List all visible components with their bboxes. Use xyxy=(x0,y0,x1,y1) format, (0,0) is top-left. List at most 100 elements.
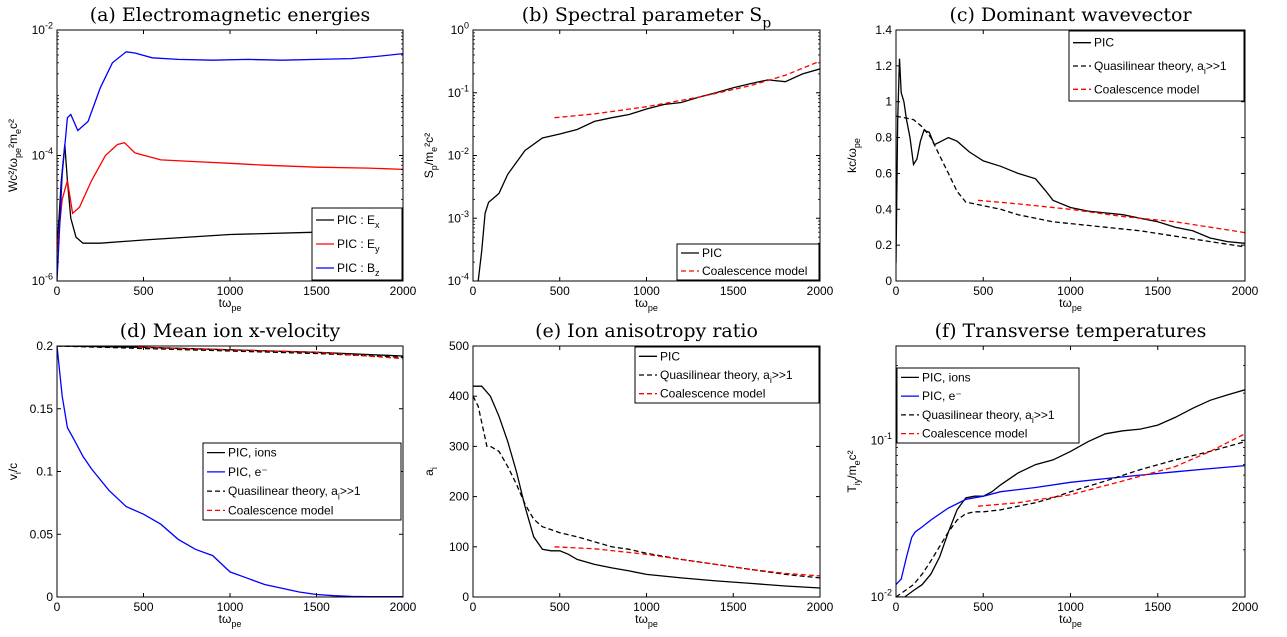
y-tick-label: 10-1 xyxy=(871,431,892,447)
y-tick-label: 10-2 xyxy=(448,146,469,162)
legend-entry: PIC xyxy=(702,246,722,260)
plot-area xyxy=(473,386,820,588)
x-tick-label: 500 xyxy=(133,284,153,298)
y-tick-label: 100 xyxy=(451,21,469,37)
legend: PIC Quasilinear theory, ai>>1 Coalescence … xyxy=(635,347,819,403)
y-tick-label: 400 xyxy=(449,389,469,403)
y-tick-label: 200 xyxy=(449,490,469,504)
y-tick-label: 10-4 xyxy=(448,272,469,288)
y-axis-label: Sp/me²c² xyxy=(422,133,439,178)
y-tick-label: 10-2 xyxy=(32,21,53,37)
plot-frame xyxy=(473,30,820,281)
x-tick-label: 1500 xyxy=(1144,600,1171,614)
series-line-f-1 xyxy=(896,466,1245,585)
legend-entry: PIC xyxy=(660,349,680,363)
y-tick-label: 10-4 xyxy=(32,146,53,162)
y-tick-label: 10-6 xyxy=(32,272,53,288)
x-axis-label: tωpe xyxy=(219,612,242,629)
chart-title-c: (c) Dominant wavevector xyxy=(949,4,1192,26)
x-tick-label: 0 xyxy=(893,600,900,614)
y-axis-label: kc/ωpe xyxy=(845,138,862,173)
y-tick-label: 1.4 xyxy=(875,23,892,37)
chart-panel-c: (c) Dominant wavevector 0 500 1000 1500 2000 0… xyxy=(845,4,1259,313)
legend: PIC, ions PIC, e⁻ Quasilinear theory, ai>>… xyxy=(897,368,1079,443)
y-axis-label: Wc²/ωpe²mec² xyxy=(6,119,23,192)
legend-entry: PIC, ions xyxy=(922,370,971,384)
chart-panel-d: (d) Mean ion x-velocity 0 500 1000 1500 2000 0… xyxy=(6,320,417,629)
y-tick-label: 0.8 xyxy=(875,131,892,145)
x-tick-label: 1500 xyxy=(720,284,747,298)
chart-panel-f: (f) Transverse temperatures0 500 1000 1500 2… xyxy=(845,320,1259,629)
series-line-e-0 xyxy=(473,386,820,588)
x-axis-label: tωpe xyxy=(635,612,658,629)
legend: PIC Quasilinear theory, ai>>1 Coalescence … xyxy=(1069,31,1244,101)
x-tick-label: 0 xyxy=(470,600,477,614)
legend: PIC, ions PIC, e⁻ Quasilinear theory, ai>>… xyxy=(203,443,401,520)
x-tick-label: 1500 xyxy=(303,284,330,298)
y-tick-label: 0 xyxy=(462,590,469,604)
y-tick-label: 0.2 xyxy=(36,339,53,353)
legend: PIC : ExPIC : EyPIC : Bz xyxy=(312,208,402,280)
y-axis-label: vi/c xyxy=(6,463,23,480)
x-tick-label: 2000 xyxy=(807,284,834,298)
chart-title-d: (d) Mean ion x-velocity xyxy=(120,320,341,342)
x-tick-label: 500 xyxy=(550,284,570,298)
x-tick-label: 2000 xyxy=(390,284,417,298)
x-axis-label: tωpe xyxy=(1059,296,1082,313)
chart-title-f: (f) Transverse temperatures xyxy=(935,320,1207,342)
y-tick-label: 300 xyxy=(449,439,469,453)
y-tick-label: 0.1 xyxy=(36,465,53,479)
legend-entry: PIC, e⁻ xyxy=(228,465,268,479)
chart-title-a: (a) Electromagnetic energies xyxy=(90,4,371,26)
x-tick-label: 500 xyxy=(550,600,570,614)
legend-entry: Coalescence model xyxy=(1094,82,1199,96)
x-axis-label: tωpe xyxy=(219,296,242,313)
series-line-f-2 xyxy=(896,442,1245,597)
x-tick-label: 500 xyxy=(973,600,993,614)
x-tick-label: 1500 xyxy=(720,600,747,614)
x-tick-label: 2000 xyxy=(1232,600,1259,614)
x-tick-label: 500 xyxy=(133,600,153,614)
x-tick-label: 1500 xyxy=(303,600,330,614)
y-tick-label: 1.2 xyxy=(875,59,892,73)
y-tick-label: 0 xyxy=(885,274,892,288)
y-tick-label: 10-1 xyxy=(448,83,469,99)
chart-title-b: (b) Spectral parameter Sp xyxy=(522,4,771,32)
legend-entry: PIC xyxy=(1094,36,1114,50)
y-tick-label: 0.15 xyxy=(30,402,54,416)
series-line-f-3 xyxy=(978,434,1245,506)
chart-panel-a: (a) Electromagnetic energies0 500 1000 1500… xyxy=(6,4,417,313)
y-axis-label: ai xyxy=(422,467,439,476)
x-tick-label: 1500 xyxy=(1144,284,1171,298)
legend-entry: Coalescence model xyxy=(660,387,765,401)
y-tick-label: 10-3 xyxy=(448,209,469,225)
legend-entry: PIC, ions xyxy=(228,446,277,460)
y-tick-label: 0.2 xyxy=(875,238,892,252)
legend: PIC Coalescence model xyxy=(677,244,819,280)
y-tick-label: 10-2 xyxy=(871,588,892,604)
x-tick-label: 2000 xyxy=(1232,284,1259,298)
x-tick-label: 2000 xyxy=(390,600,417,614)
series-line-c-1 xyxy=(896,116,1245,247)
legend-entry: Coalescence model xyxy=(702,264,807,278)
x-tick-label: 0 xyxy=(470,284,477,298)
x-tick-label: 0 xyxy=(893,284,900,298)
x-tick-label: 0 xyxy=(54,600,61,614)
y-tick-label: 0.6 xyxy=(875,166,892,180)
y-tick-label: 100 xyxy=(449,540,469,554)
x-axis-label: tωpe xyxy=(1059,612,1082,629)
chart-panel-b: (b) Spectral parameter Sp 0 500 1000 1500 200… xyxy=(422,4,834,313)
y-tick-label: 0 xyxy=(46,590,53,604)
y-tick-label: 1 xyxy=(885,95,892,109)
legend-entry: PIC, e⁻ xyxy=(922,389,962,403)
y-tick-label: 0.05 xyxy=(30,527,54,541)
series-line-b-1 xyxy=(555,61,821,118)
x-tick-label: 0 xyxy=(54,284,61,298)
y-tick-label: 500 xyxy=(449,339,469,353)
y-axis-label: Tiy/mec² xyxy=(845,450,862,492)
legend-entry: Coalescence model xyxy=(228,503,333,517)
chart-title-e: (e) Ion anisotropy ratio xyxy=(535,320,758,342)
series-line-e-2 xyxy=(555,547,821,576)
